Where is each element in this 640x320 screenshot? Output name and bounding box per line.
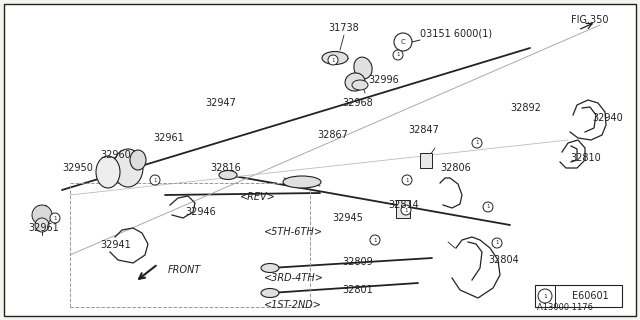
- Bar: [535, 285, 622, 307]
- Text: 32960: 32960: [100, 150, 131, 160]
- Text: 32847: 32847: [408, 125, 439, 135]
- Text: 32810: 32810: [570, 153, 601, 163]
- Text: 32947: 32947: [205, 98, 236, 108]
- Text: 1: 1: [404, 207, 408, 212]
- Text: 03151 6000(1): 03151 6000(1): [420, 28, 492, 38]
- Text: A13000 1176: A13000 1176: [537, 303, 593, 313]
- Text: 32996: 32996: [368, 75, 399, 85]
- Text: 1: 1: [476, 140, 479, 146]
- Circle shape: [401, 205, 411, 215]
- Text: <5TH-6TH>: <5TH-6TH>: [264, 227, 323, 237]
- Text: 1: 1: [405, 178, 409, 182]
- Text: C: C: [401, 39, 405, 45]
- Ellipse shape: [322, 52, 348, 65]
- Circle shape: [538, 289, 552, 303]
- Text: 31738: 31738: [328, 23, 360, 33]
- Text: 32946: 32946: [185, 207, 216, 217]
- Ellipse shape: [283, 176, 321, 188]
- Text: 1: 1: [543, 293, 547, 299]
- Text: 32945: 32945: [332, 213, 363, 223]
- Circle shape: [35, 218, 49, 232]
- Circle shape: [328, 55, 338, 65]
- Ellipse shape: [354, 57, 372, 79]
- Text: FRONT: FRONT: [168, 265, 201, 275]
- Text: <3RD-4TH>: <3RD-4TH>: [264, 273, 324, 283]
- Ellipse shape: [96, 156, 120, 188]
- Ellipse shape: [261, 289, 279, 298]
- Text: 32961: 32961: [28, 223, 59, 233]
- Circle shape: [370, 235, 380, 245]
- Text: <REV>: <REV>: [240, 192, 276, 202]
- Text: 1: 1: [495, 241, 499, 245]
- Text: 32804: 32804: [488, 255, 519, 265]
- Text: 1: 1: [396, 52, 400, 58]
- Circle shape: [472, 138, 482, 148]
- Text: 32941: 32941: [100, 240, 131, 250]
- Text: 32892: 32892: [510, 103, 541, 113]
- Text: 32809: 32809: [342, 257, 372, 267]
- Text: <1ST-2ND>: <1ST-2ND>: [264, 300, 322, 310]
- Circle shape: [492, 238, 502, 248]
- Text: 32816: 32816: [210, 163, 241, 173]
- Text: 1: 1: [373, 237, 377, 243]
- Circle shape: [393, 50, 403, 60]
- Text: 32867: 32867: [317, 130, 348, 140]
- Circle shape: [394, 33, 412, 51]
- Ellipse shape: [345, 73, 365, 91]
- Text: 1: 1: [53, 215, 57, 220]
- Circle shape: [50, 213, 60, 223]
- Text: 1: 1: [486, 204, 490, 210]
- Text: 32968: 32968: [342, 98, 372, 108]
- Text: 1: 1: [153, 178, 157, 182]
- Ellipse shape: [219, 171, 237, 180]
- Circle shape: [483, 202, 493, 212]
- Ellipse shape: [261, 263, 279, 273]
- Circle shape: [402, 175, 412, 185]
- Text: 1: 1: [332, 58, 335, 62]
- Bar: [396, 200, 410, 218]
- Circle shape: [32, 205, 52, 225]
- Text: FIG.350: FIG.350: [570, 15, 608, 25]
- Text: E60601: E60601: [572, 291, 609, 301]
- Text: 32950: 32950: [62, 163, 93, 173]
- Text: 32801: 32801: [342, 285, 372, 295]
- Ellipse shape: [352, 80, 368, 90]
- Bar: [420, 153, 432, 168]
- Ellipse shape: [113, 149, 143, 187]
- Text: 32940: 32940: [592, 113, 623, 123]
- Text: 32814: 32814: [388, 200, 419, 210]
- Circle shape: [150, 175, 160, 185]
- Text: 32806: 32806: [440, 163, 471, 173]
- Text: 32961: 32961: [153, 133, 184, 143]
- Ellipse shape: [130, 150, 146, 170]
